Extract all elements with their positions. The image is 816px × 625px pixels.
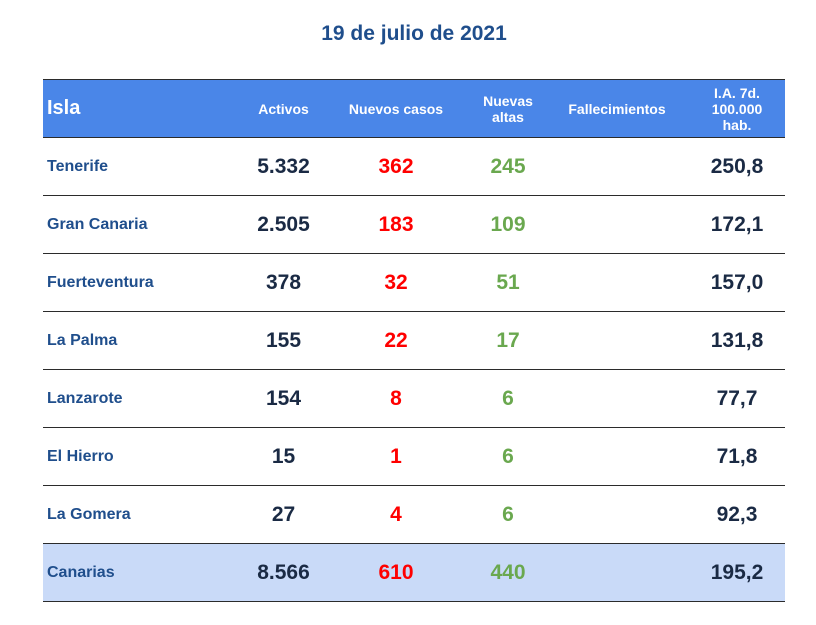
cell-activos: 2.505 (246, 195, 321, 254)
cell-activos: 5.332 (246, 137, 321, 196)
cell-nuevas-altas: 51 (471, 253, 545, 312)
cell-nuevas-altas: 6 (471, 369, 545, 428)
header-ia: I.A. 7d. 100.000 hab. (689, 79, 785, 138)
cell-activos: 155 (246, 311, 321, 370)
cell-isla-total: Canarias (43, 543, 246, 602)
cell-nuevos-casos: 22 (321, 311, 471, 370)
cell-isla: Gran Canaria (43, 195, 246, 254)
cell-ia: 250,8 (689, 137, 785, 196)
cell-ia: 172,1 (689, 195, 785, 254)
cell-fallecimientos (545, 427, 689, 486)
table-row: Tenerife 5.332 362 245 250,8 (43, 137, 785, 196)
cell-fallecimientos (545, 137, 689, 196)
cell-ia: 77,7 (689, 369, 785, 428)
header-fallecimientos: Fallecimientos (545, 79, 689, 138)
cell-nuevos-casos: 8 (321, 369, 471, 428)
cell-isla: El Hierro (43, 427, 246, 486)
table-row: Lanzarote 154 8 6 77,7 (43, 369, 785, 428)
cell-fallecimientos (545, 485, 689, 544)
table-row: La Gomera 27 4 6 92,3 (43, 485, 785, 544)
header-nuevas-altas: Nuevas altas (471, 79, 545, 138)
table-row: Gran Canaria 2.505 183 109 172,1 (43, 195, 785, 254)
cell-fallecimientos-total (545, 543, 689, 602)
cell-isla: Fuerteventura (43, 253, 246, 312)
cell-ia: 71,8 (689, 427, 785, 486)
cell-activos: 154 (246, 369, 321, 428)
cell-nuevos-casos: 32 (321, 253, 471, 312)
header-nuevos-casos: Nuevos casos (321, 79, 471, 138)
page-title: 19 de julio de 2021 (321, 22, 507, 45)
cell-ia: 157,0 (689, 253, 785, 312)
header-ia-line3: hab. (722, 116, 752, 133)
cell-nuevas-altas: 6 (471, 427, 545, 486)
cell-nuevos-casos: 4 (321, 485, 471, 544)
table-row: La Palma 155 22 17 131,8 (43, 311, 785, 370)
cell-fallecimientos (545, 195, 689, 254)
cell-activos: 378 (246, 253, 321, 312)
cell-ia-total: 195,2 (689, 543, 785, 602)
cell-isla: La Palma (43, 311, 246, 370)
covid-table: Isla Activos Nuevos casos Nuevas altas F… (43, 79, 785, 602)
table-total-row: Canarias 8.566 610 440 195,2 (43, 543, 785, 602)
cell-activos-total: 8.566 (246, 543, 321, 602)
header-ia-line2: 100.000 (711, 100, 763, 117)
cell-ia: 131,8 (689, 311, 785, 370)
table-row: Fuerteventura 378 32 51 157,0 (43, 253, 785, 312)
cell-fallecimientos (545, 369, 689, 428)
cell-ia: 92,3 (689, 485, 785, 544)
cell-nuevos-casos: 362 (321, 137, 471, 196)
cell-fallecimientos (545, 253, 689, 312)
header-ia-line1: I.A. 7d. (714, 84, 760, 101)
cell-isla: Lanzarote (43, 369, 246, 428)
cell-nuevas-altas: 6 (471, 485, 545, 544)
cell-nuevas-altas: 17 (471, 311, 545, 370)
cell-isla: La Gomera (43, 485, 246, 544)
cell-nuevas-altas: 109 (471, 195, 545, 254)
cell-nuevos-casos: 1 (321, 427, 471, 486)
cell-nuevas-altas-total: 440 (471, 543, 545, 602)
cell-nuevos-casos: 183 (321, 195, 471, 254)
cell-fallecimientos (545, 311, 689, 370)
cell-activos: 15 (246, 427, 321, 486)
cell-nuevos-casos-total: 610 (321, 543, 471, 602)
table-row: El Hierro 15 1 6 71,8 (43, 427, 785, 486)
header-isla: Isla (43, 79, 246, 138)
table-header-row: Isla Activos Nuevos casos Nuevas altas F… (43, 79, 785, 138)
header-activos: Activos (246, 79, 321, 138)
cell-isla: Tenerife (43, 137, 246, 196)
cell-nuevas-altas: 245 (471, 137, 545, 196)
cell-activos: 27 (246, 485, 321, 544)
